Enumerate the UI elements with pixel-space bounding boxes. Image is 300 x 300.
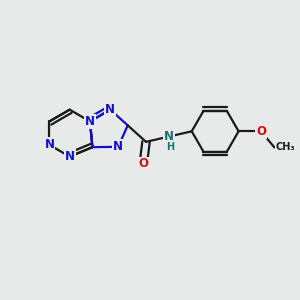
Text: N: N — [105, 103, 115, 116]
Text: N: N — [164, 130, 174, 143]
Text: N: N — [85, 115, 95, 128]
Text: O: O — [138, 158, 148, 170]
Text: N: N — [44, 138, 54, 152]
Text: O: O — [256, 125, 266, 138]
Text: H: H — [166, 142, 174, 152]
Text: CH₃: CH₃ — [276, 142, 296, 152]
Text: N: N — [65, 150, 75, 163]
Text: N: N — [113, 140, 123, 153]
